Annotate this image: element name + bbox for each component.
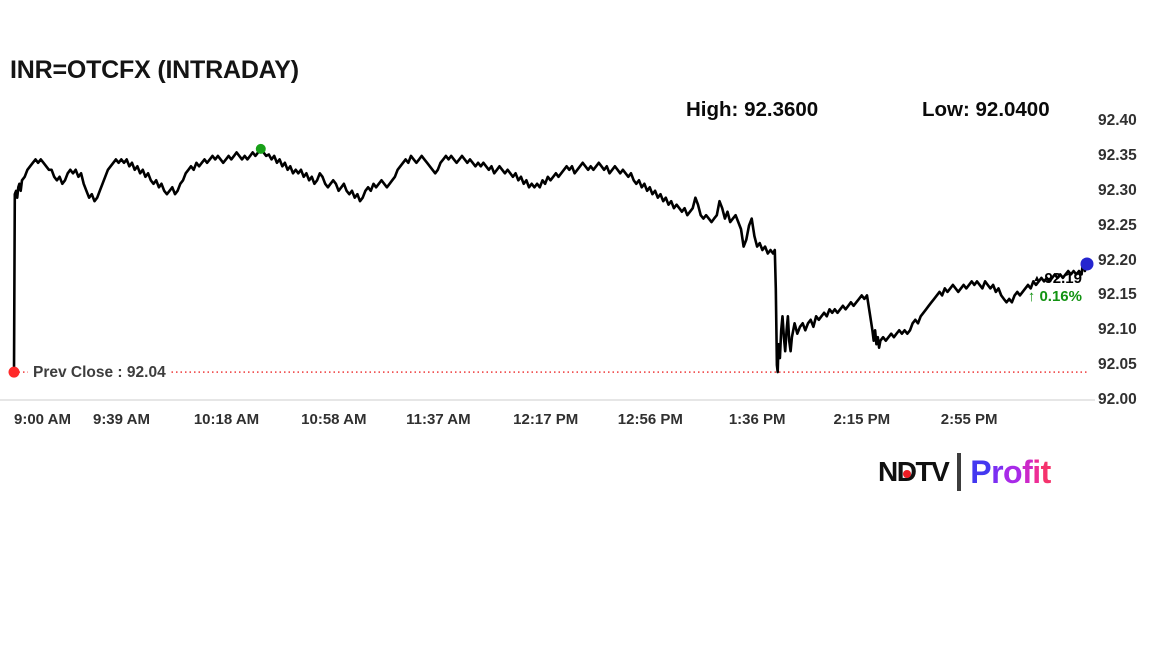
x-axis-label: 2:15 PM <box>833 411 891 428</box>
logo-letter-d: D <box>897 456 917 488</box>
prev-close-label: Prev Close : 92.04 <box>28 364 171 382</box>
chart-title: INR=OTCFX (INTRADAY) <box>10 56 299 84</box>
change-percent-value: 0.16% <box>1039 288 1082 305</box>
x-axis-label: 11:37 AM <box>406 411 471 428</box>
last-price-value: 92.19 <box>1044 270 1082 287</box>
x-axis-label: 12:17 PM <box>513 411 579 428</box>
x-axis-label: 10:18 AM <box>193 411 260 428</box>
price-line <box>12 147 1089 374</box>
last-price-dot <box>1080 257 1094 271</box>
y-axis-label: 92.30 <box>1098 181 1137 199</box>
day-high-value: High: 92.3600 <box>686 98 819 121</box>
ndtv-wordmark: NDTV <box>878 456 950 488</box>
profit-wordmark: Profit <box>970 454 1051 491</box>
up-arrow-icon: ↑ <box>1027 288 1036 305</box>
last-price-callout: ▲ 92.19 <box>1022 270 1082 287</box>
profit-letter: o <box>1003 453 1023 490</box>
y-axis-label: 92.25 <box>1098 216 1137 234</box>
profit-letter: r <box>991 453 1004 490</box>
logo-separator-bar <box>957 453 962 491</box>
y-axis-label: 92.35 <box>1098 146 1137 164</box>
x-axis-label: 10:58 AM <box>301 411 367 428</box>
logo-letter-n: N <box>878 456 898 487</box>
x-axis-label: 9:39 AM <box>92 411 150 428</box>
logo-red-dot-icon <box>902 470 911 479</box>
y-axis-label: 92.05 <box>1098 356 1137 374</box>
logo-letters-tv: TV <box>915 456 949 487</box>
ndtv-profit-logo: NDTV Profit <box>878 453 1051 491</box>
x-axis-label: 9:00 AM <box>14 411 71 428</box>
x-axis-label: 1:36 PM <box>728 411 786 428</box>
day-low-value: Low: 92.0400 <box>922 98 1050 121</box>
price-marker-triangle-icon: ▲ <box>1032 273 1042 283</box>
y-axis-label: 92.10 <box>1098 321 1137 339</box>
x-axis-label: 12:56 PM <box>617 411 683 428</box>
change-percent-callout: ↑ 0.16% <box>1022 288 1082 305</box>
day-high-marker-dot <box>255 143 266 154</box>
y-axis-label: 92.15 <box>1098 286 1137 304</box>
y-axis-label: 92.00 <box>1098 391 1137 408</box>
profit-letter: t <box>1040 453 1052 490</box>
profit-letter: P <box>970 453 992 490</box>
y-axis-label: 92.20 <box>1098 251 1137 269</box>
prev-close-dot <box>8 366 20 378</box>
y-axis-label: 92.40 <box>1098 112 1137 129</box>
x-axis-label: 2:55 PM <box>940 411 998 428</box>
profit-letter: i <box>1032 453 1041 490</box>
profit-letter: f <box>1022 453 1033 490</box>
